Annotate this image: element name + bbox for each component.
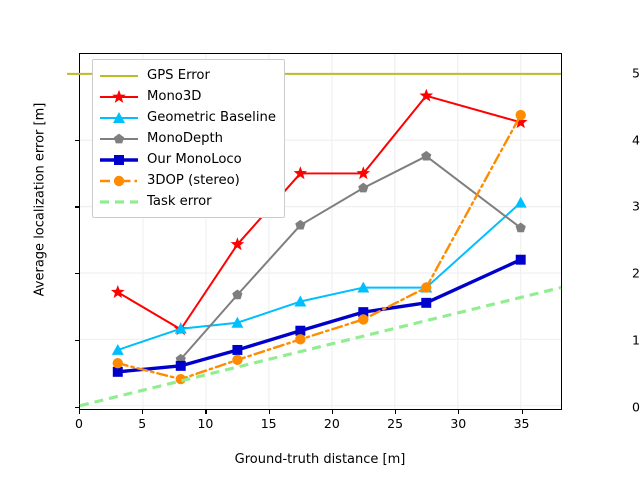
legend-item-gps-error[interactable]: GPS Error [99,65,276,86]
legend-label-gps-error: GPS Error [147,67,210,83]
y-tickmark-1 [75,339,79,342]
legend-swatch-gps-error [99,67,139,85]
series-geometric-baseline [111,196,527,355]
x-tickmark-35 [521,410,523,414]
x-tickmark-20 [331,410,333,414]
y-tickmark-4 [75,139,79,141]
y-tick-3: 3 [632,198,640,214]
series-task-error [79,286,562,408]
legend-swatch-monodepth [99,130,139,148]
x-tickmark-15 [268,410,270,414]
legend-label-task-error: Task error [147,193,212,209]
legend-item-mono3d[interactable]: Mono3D [99,86,276,107]
legend-label-our-monoloco: Our MonoLoco [147,151,242,167]
x-tick-30: 30 [450,416,467,431]
legend-item-our-monoloco[interactable]: Our MonoLoco [99,149,276,170]
x-tickmark-25 [395,410,397,414]
y-tick-0: 0 [632,399,640,415]
y-tickmark-0 [75,406,79,408]
legend-swatch-geometric-baseline [99,109,139,127]
x-tick-5: 5 [138,416,147,431]
y-tick-1: 1 [632,332,640,348]
y-axis-label: Average localization error [m] [32,102,48,297]
legend-item-geometric-baseline[interactable]: Geometric Baseline [99,107,276,128]
legend-label-3dop-stereo: 3DOP (stereo) [147,172,240,188]
y-tick-4: 4 [632,132,640,148]
y-tickmark-2 [75,273,79,275]
series-3dop-stereo [112,109,526,385]
x-tickmark-0 [79,410,81,414]
legend-item-task-error[interactable]: Task error [99,191,276,212]
legend-swatch-mono3d [99,88,139,106]
legend-label-mono3d: Mono3D [147,88,202,104]
x-tick-25: 25 [387,416,404,431]
x-tick-0: 0 [75,416,83,431]
y-tick-2: 2 [632,265,640,281]
legend-item-monodepth[interactable]: MonoDepth [99,128,276,149]
chart-legend: GPS Error Mono3D Geometric Baseline MonoDep… [92,59,285,218]
legend-label-geometric-baseline: Geometric Baseline [147,109,276,125]
data-series-layer [67,72,562,408]
x-tick-10: 10 [197,416,214,431]
x-tickmark-10 [205,410,207,414]
legend-swatch-our-monoloco [99,151,139,169]
x-tickmark-5 [142,410,144,414]
y-tick-5: 5 [632,65,640,81]
x-tick-35: 35 [513,416,530,431]
x-axis-label: Ground-truth distance [m] [234,452,406,467]
x-tickmark-30 [458,410,460,414]
legend-swatch-task-error [99,193,139,211]
x-tick-15: 15 [260,416,277,431]
legend-swatch-3dop-stereo [99,172,139,190]
legend-item-3dop-stereo[interactable]: 3DOP (stereo) [99,170,276,191]
series-our-monoloco [112,254,526,377]
y-tickmark-3 [75,206,79,208]
legend-label-monodepth: MonoDepth [147,130,224,146]
x-tick-20: 20 [323,416,340,431]
